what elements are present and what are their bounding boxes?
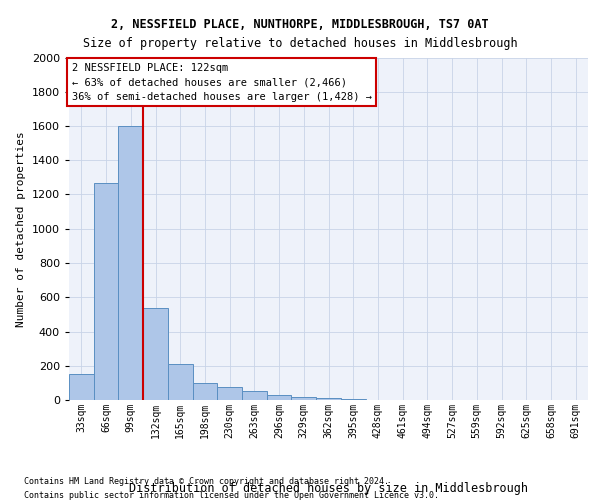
Text: Contains public sector information licensed under the Open Government Licence v3: Contains public sector information licen…: [24, 491, 439, 500]
Bar: [292, 396, 316, 400]
Text: 2 NESSFIELD PLACE: 122sqm
← 63% of detached houses are smaller (2,466)
36% of se: 2 NESSFIELD PLACE: 122sqm ← 63% of detac…: [71, 62, 371, 102]
Bar: [267, 395, 292, 400]
Bar: [242, 392, 267, 400]
Bar: [316, 398, 341, 400]
Text: Size of property relative to detached houses in Middlesbrough: Size of property relative to detached ho…: [83, 38, 517, 51]
Bar: [193, 383, 217, 400]
Bar: [143, 308, 168, 400]
Bar: [341, 399, 365, 400]
Text: 2, NESSFIELD PLACE, NUNTHORPE, MIDDLESBROUGH, TS7 0AT: 2, NESSFIELD PLACE, NUNTHORPE, MIDDLESBR…: [111, 18, 489, 30]
Bar: [217, 387, 242, 400]
Y-axis label: Number of detached properties: Number of detached properties: [16, 131, 26, 326]
Text: Contains HM Land Registry data © Crown copyright and database right 2024.: Contains HM Land Registry data © Crown c…: [24, 478, 389, 486]
Bar: [94, 182, 118, 400]
Bar: [118, 126, 143, 400]
Bar: [69, 374, 94, 400]
Bar: [168, 364, 193, 400]
X-axis label: Distribution of detached houses by size in Middlesbrough: Distribution of detached houses by size …: [129, 482, 528, 496]
